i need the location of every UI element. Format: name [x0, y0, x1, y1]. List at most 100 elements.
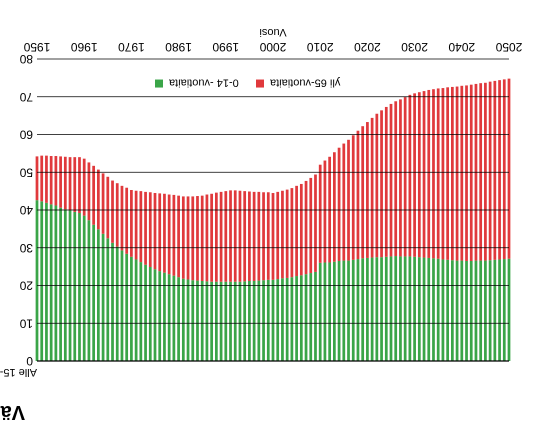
bar-young-2050 — [507, 258, 511, 361]
bar-young-1970 — [130, 256, 133, 361]
bar-young-1995 — [248, 280, 251, 361]
bar-young-1953 — [49, 204, 53, 361]
y-tick-50: 50 — [19, 165, 33, 179]
bar-young-1955 — [59, 207, 62, 361]
legend: 0-14 -vuotiaita yli 65-vuotiaita — [155, 77, 340, 89]
bar-young-1952 — [45, 202, 48, 361]
y-tick-40: 40 — [19, 203, 33, 217]
bar-young-1956 — [63, 209, 67, 361]
bar-young-2004 — [290, 277, 294, 361]
bar-old-2001 — [276, 191, 280, 280]
bar-young-2010 — [318, 262, 322, 361]
bar-young-2009 — [314, 271, 317, 361]
bar-old-2037 — [446, 87, 450, 260]
legend-label-old: yli 65-vuotiaita — [269, 77, 340, 89]
bar-young-1978 — [167, 274, 171, 361]
bar-old-2027 — [399, 99, 402, 257]
bar-old-1971 — [134, 190, 138, 260]
bar-young-2014 — [337, 260, 341, 361]
bar-old-2046 — [488, 81, 492, 261]
bar-young-2033 — [427, 257, 431, 361]
bar-young-2022 — [375, 257, 379, 361]
bar-old-1994 — [243, 191, 247, 282]
bar-old-1997 — [257, 191, 261, 281]
bar-young-1981 — [181, 278, 185, 361]
bar-old-1993 — [238, 190, 242, 282]
x-tick-2040: 2040 — [448, 40, 475, 54]
bar-old-1990 — [224, 191, 228, 282]
y-tick-labels: 0 10 20 30 40 50 60 70 80 — [19, 52, 33, 368]
bar-young-1958 — [73, 211, 77, 361]
bar-old-2045 — [484, 82, 487, 261]
bar-young-2008 — [309, 273, 313, 361]
bar-old-2018 — [356, 130, 360, 260]
bar-old-2044 — [479, 83, 483, 261]
bar-young-2031 — [417, 257, 421, 361]
x-tick-1950: 1950 — [23, 40, 50, 54]
bar-old-2019 — [361, 126, 365, 259]
bar-young-2028 — [403, 256, 407, 361]
bar-old-1975 — [153, 193, 157, 270]
bar-young-2001 — [276, 279, 280, 361]
bar-old-1991 — [229, 190, 232, 282]
bar-young-2035 — [436, 258, 440, 361]
x-tick-2020: 2020 — [354, 40, 381, 54]
bar-old-1989 — [219, 191, 223, 282]
bar-young-1983 — [191, 280, 195, 361]
bar-old-1951 — [40, 155, 44, 202]
bar-old-2026 — [394, 101, 398, 257]
bar-young-2048 — [498, 259, 501, 361]
bar-young-2045 — [484, 260, 487, 361]
legend-swatch-old — [256, 79, 264, 88]
bar-old-1999 — [266, 192, 270, 280]
bar-young-1976 — [158, 271, 162, 361]
bar-young-2047 — [493, 259, 497, 361]
y-tick-60: 60 — [19, 128, 33, 142]
x-tick-1960: 1960 — [71, 40, 98, 54]
bar-old-2033 — [427, 89, 431, 258]
bar-old-1996 — [252, 191, 256, 281]
bar-old-1992 — [233, 190, 237, 282]
bar-old-1960 — [82, 158, 86, 216]
bar-old-1956 — [63, 156, 67, 210]
x-tick-2030: 2030 — [401, 40, 428, 54]
bar-young-1967 — [115, 246, 119, 361]
bar-old-2031 — [417, 92, 421, 258]
bar-old-1981 — [181, 196, 185, 279]
bar-old-1986 — [205, 194, 209, 282]
bar-old-2012 — [328, 156, 332, 263]
bar-old-1952 — [45, 155, 48, 203]
bar-old-2048 — [498, 80, 501, 260]
bar-old-2011 — [323, 160, 327, 263]
bar-young-2006 — [299, 275, 303, 361]
bar-old-2039 — [455, 86, 459, 261]
bar-old-2014 — [337, 147, 341, 261]
x-tick-2050: 2050 — [495, 40, 522, 54]
gridline-layer — [37, 58, 509, 362]
bar-young-1974 — [148, 267, 152, 361]
bar-young-1997 — [257, 280, 261, 361]
bar-young-2020 — [366, 257, 369, 361]
bar-old-1973 — [144, 191, 147, 265]
bar-young-1950 — [35, 200, 39, 361]
bar-young-2018 — [356, 259, 360, 361]
bar-old-1974 — [148, 192, 152, 268]
bar-young-1982 — [186, 279, 190, 361]
bar-old-1998 — [262, 192, 265, 281]
bar-young-2042 — [469, 260, 473, 361]
bar-young-1954 — [54, 205, 58, 361]
bar-old-2003 — [285, 189, 289, 278]
bar-young-2046 — [488, 260, 492, 361]
bar-old-2008 — [309, 177, 313, 274]
bar-young-2026 — [394, 256, 398, 361]
bar-old-2029 — [408, 94, 412, 257]
bar-old-1961 — [87, 162, 91, 221]
y-tick-30: 30 — [19, 241, 33, 255]
bar-old-1988 — [214, 192, 218, 282]
bar-young-1984 — [196, 280, 199, 361]
bar-young-2038 — [450, 260, 454, 361]
bar-old-1969 — [125, 187, 129, 254]
bar-old-1987 — [210, 193, 214, 282]
